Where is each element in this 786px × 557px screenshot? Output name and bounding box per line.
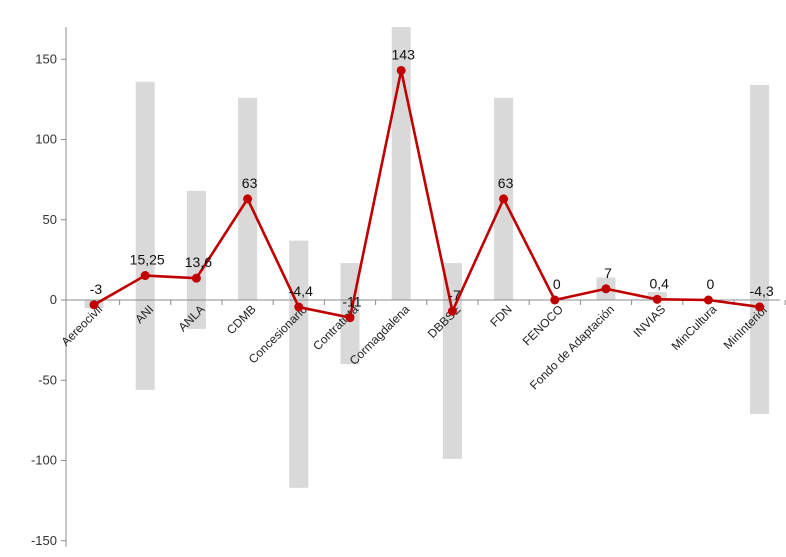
- data-label: 63: [242, 175, 258, 191]
- y-tick-label: -50: [38, 372, 57, 387]
- data-label: -4,4: [289, 283, 313, 299]
- y-tick-label: 100: [35, 132, 57, 147]
- series-polyline: [93, 69, 760, 319]
- category-label: INVIAS: [631, 302, 669, 340]
- y-tick-label: 50: [43, 212, 57, 227]
- range-bar: [442, 263, 462, 459]
- y-tick-label: 0: [50, 292, 57, 307]
- y-axis: 150 100 50 0 -50 -100 -150: [31, 27, 67, 548]
- data-label: -3: [90, 281, 103, 297]
- data-labels: -3 15,25 13,6 63 -4,4 -11 143 -7 63 0 7 0,4 0 -4,3: [90, 46, 774, 309]
- y-tick-label: -150: [31, 533, 57, 548]
- range-bar: [186, 190, 206, 329]
- category-label: FDN: [487, 302, 514, 329]
- data-label: -11: [342, 294, 361, 310]
- series-point: [243, 194, 253, 204]
- series-line: [89, 65, 765, 323]
- series-point: [294, 302, 304, 312]
- category-label: CDMB: [224, 302, 259, 337]
- category-label: Fondo de Adaptación: [527, 302, 617, 392]
- category-label: FENOCO: [520, 302, 566, 348]
- data-label: 143: [392, 46, 416, 62]
- series-point: [652, 294, 662, 304]
- series-point: [396, 65, 406, 75]
- series-point: [550, 295, 560, 305]
- data-label: 63: [498, 175, 514, 191]
- range-bar: [135, 81, 155, 390]
- y-tick-label: 150: [35, 51, 57, 66]
- y-tick-label: -100: [31, 453, 57, 468]
- series-point: [89, 300, 99, 310]
- data-label: 13,6: [185, 254, 212, 270]
- data-label: 0,4: [649, 275, 669, 291]
- series-point: [191, 273, 201, 283]
- data-label: 0: [553, 276, 561, 292]
- series-point: [499, 194, 509, 204]
- series-point: [447, 306, 457, 316]
- data-label: 15,25: [130, 252, 165, 268]
- series-point: [703, 295, 713, 305]
- range-bar: [750, 84, 770, 414]
- series-point: [345, 313, 355, 323]
- series-point: [755, 302, 765, 312]
- data-label: 7: [604, 265, 612, 281]
- data-label: -7: [448, 287, 461, 303]
- data-label: -4,3: [750, 283, 774, 299]
- series-point: [140, 271, 150, 281]
- category-label: Aereocivil: [58, 302, 105, 349]
- category-label: MinCultura: [669, 302, 720, 353]
- data-label: 0: [707, 276, 715, 292]
- series-point: [601, 284, 611, 294]
- range-bar: [289, 240, 309, 488]
